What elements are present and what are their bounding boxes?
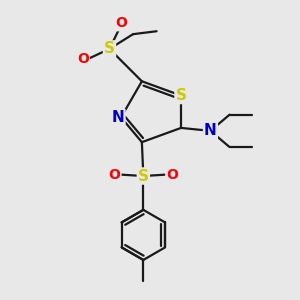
- Text: O: O: [115, 16, 127, 30]
- Text: N: N: [112, 110, 124, 125]
- Text: S: S: [104, 41, 115, 56]
- Text: O: O: [109, 167, 120, 182]
- Text: N: N: [204, 123, 217, 138]
- Text: S: S: [176, 88, 187, 103]
- Text: O: O: [77, 52, 89, 66]
- Text: S: S: [138, 169, 149, 184]
- Text: O: O: [166, 167, 178, 182]
